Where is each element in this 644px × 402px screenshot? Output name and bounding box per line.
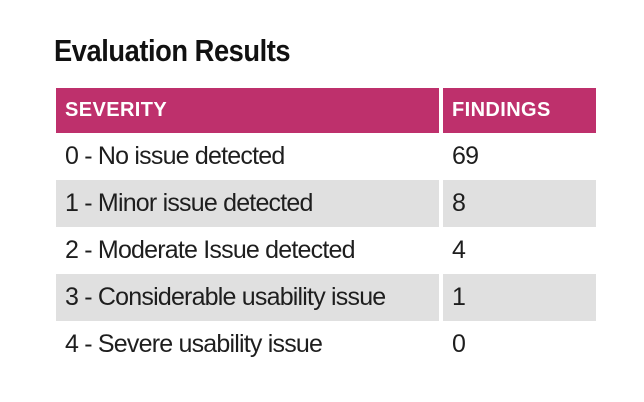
table-row: 0 - No issue detected 69 xyxy=(56,133,596,180)
table-header-row: SEVERITY FINDINGS xyxy=(56,88,596,133)
table-row: 2 - Moderate Issue detected 4 xyxy=(56,227,596,274)
findings-cell: 69 xyxy=(443,133,596,180)
table-row: 1 - Minor issue detected 8 xyxy=(56,180,596,227)
severity-cell: 4 - Severe usability issue xyxy=(56,321,439,368)
column-header-severity: SEVERITY xyxy=(56,88,439,133)
findings-cell: 8 xyxy=(443,180,596,227)
page-title: Evaluation Results xyxy=(54,33,291,68)
table-row: 4 - Severe usability issue 0 xyxy=(56,321,596,368)
severity-cell: 3 - Considerable usability issue xyxy=(56,274,439,321)
findings-cell: 0 xyxy=(443,321,596,368)
severity-cell: 0 - No issue detected xyxy=(56,133,439,180)
table-row: 3 - Considerable usability issue 1 xyxy=(56,274,596,321)
severity-cell: 1 - Minor issue detected xyxy=(56,180,439,227)
severity-cell: 2 - Moderate Issue detected xyxy=(56,227,439,274)
column-header-findings: FINDINGS xyxy=(443,88,596,133)
findings-cell: 1 xyxy=(443,274,596,321)
findings-cell: 4 xyxy=(443,227,596,274)
evaluation-results-table: SEVERITY FINDINGS 0 - No issue detected … xyxy=(56,88,596,368)
